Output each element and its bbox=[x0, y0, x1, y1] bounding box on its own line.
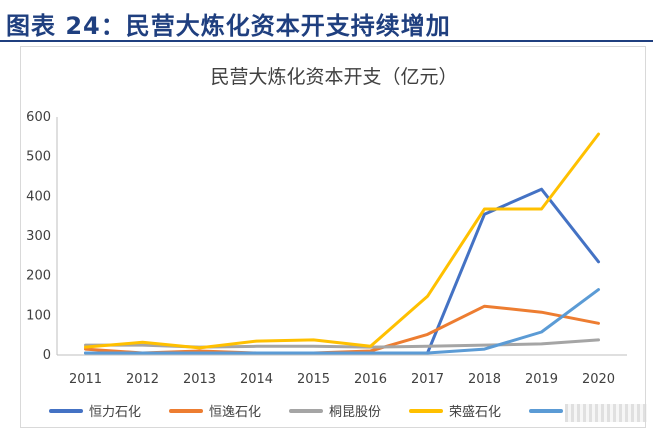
x-tick-label: 2011 bbox=[69, 372, 102, 387]
y-tick-label: 300 bbox=[26, 229, 51, 244]
x-tick-label: 2012 bbox=[126, 372, 159, 387]
y-tick-label: 0 bbox=[43, 348, 51, 363]
x-tick-label: 2014 bbox=[240, 372, 273, 387]
y-tick-label: 400 bbox=[26, 189, 51, 204]
legend: 恒力石化 恒逸石化 桐昆股份 荣盛石化 bbox=[49, 405, 563, 420]
x-tick-label: 2015 bbox=[297, 372, 330, 387]
chart-frame: 民营大炼化资本开支（亿元） 0 100 200 300 400 500 600 2011 201… bbox=[20, 46, 646, 428]
legend-label: 恒逸石化 bbox=[209, 405, 261, 420]
figure-header: 图表 24：民营大炼化资本开支持续增加 bbox=[0, 0, 653, 42]
x-tick-label: 2017 bbox=[411, 372, 444, 387]
series-line-5 bbox=[84, 288, 600, 355]
x-tick-label: 2013 bbox=[183, 372, 216, 387]
x-tick-label: 2016 bbox=[354, 372, 387, 387]
series-line-4 bbox=[84, 132, 600, 350]
chart-title: 民营大炼化资本开支（亿元） bbox=[210, 66, 457, 88]
series-line-1 bbox=[84, 187, 600, 355]
x-tick-label: 2018 bbox=[468, 372, 501, 387]
y-tick-label: 200 bbox=[26, 269, 51, 284]
y-tick-label: 500 bbox=[26, 150, 51, 165]
legend-label: 桐昆股份 bbox=[329, 405, 381, 420]
watermark bbox=[565, 404, 647, 422]
series-layer bbox=[84, 132, 600, 355]
legend-label: 恒力石化 bbox=[89, 405, 141, 420]
line-chart: 民营大炼化资本开支（亿元） 0 100 200 300 400 500 600 2011 201… bbox=[26, 66, 627, 420]
figure-title: 图表 24：民营大炼化资本开支持续增加 bbox=[6, 12, 451, 40]
y-tick-label: 600 bbox=[26, 110, 51, 125]
legend-label: 荣盛石化 bbox=[449, 405, 501, 420]
y-tick-label: 100 bbox=[26, 308, 51, 323]
axes: 0 100 200 300 400 500 600 2011 2012 2013 2014 2015 2… bbox=[26, 110, 627, 387]
x-tick-label: 2020 bbox=[582, 372, 615, 387]
x-tick-label: 2019 bbox=[525, 372, 558, 387]
